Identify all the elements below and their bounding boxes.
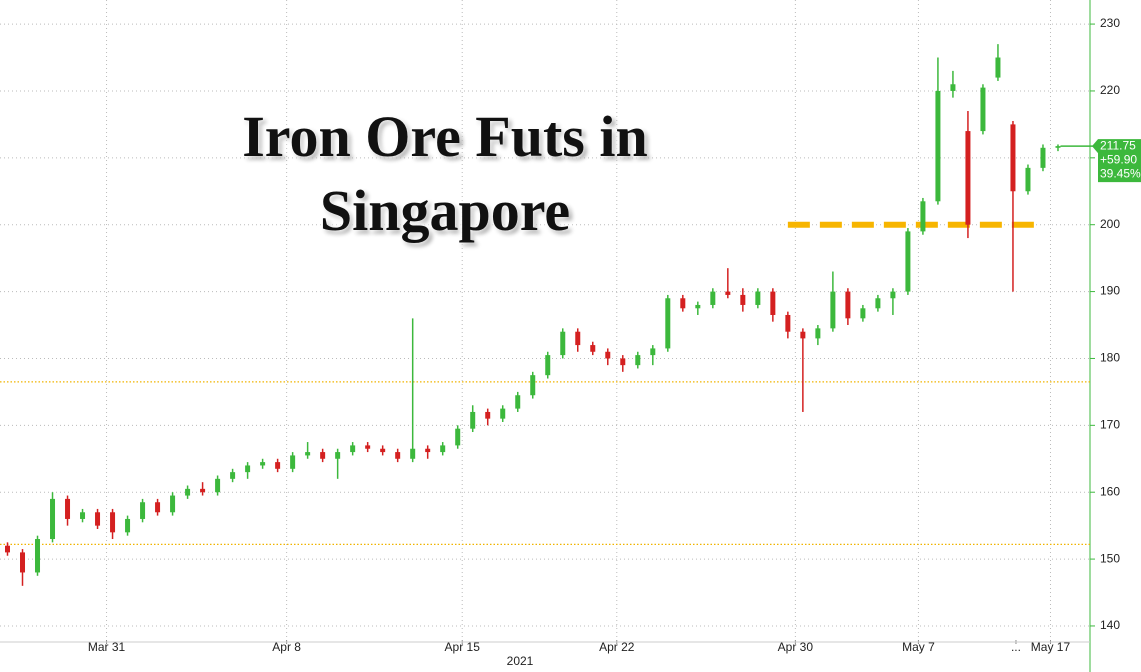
candle-body [335, 452, 341, 459]
candle-body [260, 462, 266, 466]
y-tick-label: 200 [1100, 217, 1120, 231]
candle-body [125, 518, 131, 533]
candle-body [245, 465, 251, 473]
candle-body [920, 201, 926, 232]
candle-body [230, 472, 236, 479]
candle-body [515, 395, 521, 409]
x-tick-label: ... [1011, 640, 1021, 654]
candle-body [665, 298, 671, 349]
y-tick-label: 220 [1100, 83, 1120, 97]
candle-body [35, 539, 41, 573]
candle-body [1025, 167, 1031, 192]
candle-body [80, 512, 86, 519]
y-tick-label: 150 [1100, 551, 1120, 565]
candle-body [5, 545, 10, 553]
candle-body [725, 291, 731, 295]
candle-body [455, 428, 461, 446]
candle-body [950, 84, 956, 91]
candle-body [785, 314, 791, 332]
y-tick-label: 170 [1100, 418, 1120, 432]
candle-body [965, 131, 971, 225]
candle-body [710, 291, 716, 305]
chart-title: Iron Ore Futs in Singapore [242, 104, 648, 243]
candle-body [935, 90, 941, 202]
candle-body [215, 478, 221, 493]
candle-body [290, 455, 296, 469]
y-tick-label: 160 [1100, 484, 1120, 498]
candle-body [830, 291, 836, 329]
candle-body [815, 328, 821, 339]
candle-body [50, 498, 56, 540]
y-tick-label: 190 [1100, 284, 1120, 298]
last-price-box [1092, 139, 1141, 183]
candle-body [350, 445, 356, 453]
y-tick-label: 230 [1100, 16, 1120, 30]
candle-body [275, 462, 281, 469]
candle-body [425, 448, 431, 453]
candle-body [605, 351, 611, 359]
x-tick-label: Apr 15 [445, 640, 481, 654]
last-price-label: 211.75 [1100, 138, 1136, 152]
candle-body [320, 452, 326, 459]
candle-body [410, 448, 416, 459]
x-tick-label: May 17 [1031, 640, 1071, 654]
candle-body [635, 355, 641, 366]
candle-body [170, 495, 176, 513]
candle-body [110, 512, 116, 533]
change-pct-label: 39.45% [1100, 166, 1141, 180]
x-tick-label: Apr 22 [599, 640, 635, 654]
candle-body [500, 408, 506, 419]
candle-body [680, 298, 686, 309]
candle-body [650, 348, 656, 356]
candle-body [1010, 124, 1016, 192]
candle-body [1040, 147, 1046, 168]
candle-body [740, 294, 746, 305]
y-tick-label: 180 [1100, 351, 1120, 365]
candle-body [545, 355, 551, 376]
candle-body [65, 498, 71, 519]
x-tick-label: Apr 8 [272, 640, 301, 654]
x-axis-label: 2021 [507, 654, 534, 668]
candle-body [485, 411, 491, 419]
candle-body [185, 488, 191, 496]
change-label: +59.90 [1100, 152, 1137, 166]
candle-body [305, 452, 311, 456]
candle-body [530, 375, 536, 396]
candle-body [845, 291, 851, 319]
candle-body [695, 304, 701, 309]
candle-body [590, 345, 596, 352]
candle-body [95, 512, 101, 526]
candle-body [905, 231, 911, 292]
candle-body [200, 488, 206, 493]
candle-body [575, 331, 581, 346]
x-tick-label: Mar 31 [88, 640, 126, 654]
candle-body [470, 411, 476, 429]
candle-body [155, 502, 161, 513]
candle-body [995, 57, 1001, 78]
candle-body [875, 298, 881, 309]
candle-body [800, 331, 806, 339]
candle-body [980, 87, 986, 132]
candle-body [755, 291, 761, 305]
candle-body [620, 358, 626, 366]
x-tick-label: May 7 [902, 640, 935, 654]
x-tick-label: Apr 30 [778, 640, 814, 654]
candle-body [1055, 146, 1061, 148]
candle-body [380, 448, 386, 453]
candle-body [770, 291, 776, 315]
candle-body [860, 308, 866, 319]
candle-body [440, 445, 446, 453]
candle-body [890, 291, 896, 299]
candle-body [560, 331, 566, 356]
candle-body [365, 445, 371, 449]
candle-body [140, 502, 146, 519]
candle-body [395, 452, 401, 459]
candle-body [20, 552, 26, 573]
y-tick-label: 140 [1100, 618, 1120, 632]
